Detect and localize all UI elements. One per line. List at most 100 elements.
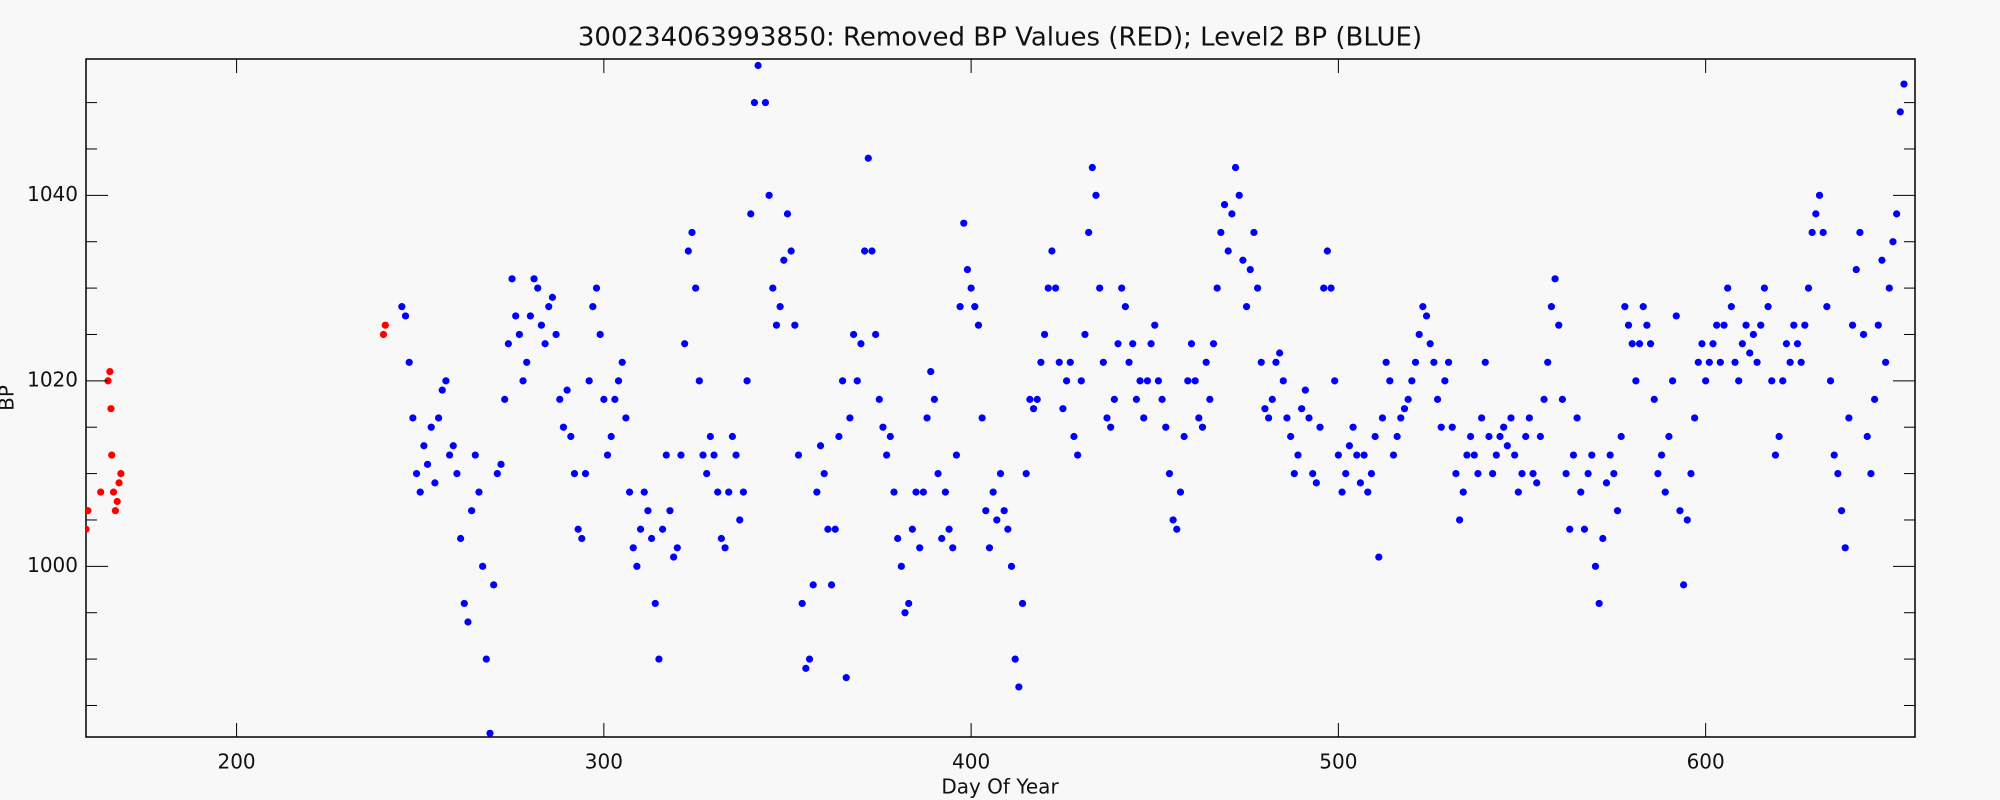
point xyxy=(578,534,586,543)
point xyxy=(1107,423,1115,431)
point xyxy=(1338,488,1346,496)
point xyxy=(1268,395,1276,403)
point xyxy=(1356,479,1365,487)
point xyxy=(633,562,641,570)
point xyxy=(636,525,645,533)
point xyxy=(1837,507,1846,515)
point xyxy=(747,210,755,218)
point xyxy=(1815,191,1824,199)
point xyxy=(1812,210,1820,218)
point xyxy=(743,377,751,385)
point xyxy=(1334,451,1342,459)
point xyxy=(717,534,725,543)
point xyxy=(802,664,810,672)
point xyxy=(592,284,601,292)
point xyxy=(1331,377,1339,385)
point xyxy=(453,469,461,478)
point xyxy=(692,284,700,292)
point xyxy=(864,154,872,162)
point xyxy=(1606,451,1614,459)
point xyxy=(754,61,762,70)
point xyxy=(1261,405,1269,413)
point xyxy=(883,451,891,459)
point xyxy=(1492,451,1500,459)
point xyxy=(1588,451,1596,459)
point xyxy=(1426,340,1434,348)
point xyxy=(1342,469,1350,478)
point xyxy=(662,451,670,459)
point xyxy=(1206,395,1214,403)
point xyxy=(736,516,744,524)
point xyxy=(398,303,406,311)
point xyxy=(618,358,626,366)
point xyxy=(1184,377,1192,385)
x-tick-label: 600 xyxy=(1687,750,1725,774)
point xyxy=(647,534,656,543)
point xyxy=(111,507,119,515)
point xyxy=(791,321,799,329)
point xyxy=(1632,377,1640,385)
point xyxy=(1507,414,1515,422)
point xyxy=(684,247,692,255)
point xyxy=(949,544,957,552)
point xyxy=(1771,451,1780,459)
x-tick-label: 200 xyxy=(217,750,255,774)
y-axis-label: BP xyxy=(0,385,19,411)
point xyxy=(651,599,659,608)
point xyxy=(1246,265,1254,274)
point xyxy=(1459,488,1467,496)
point xyxy=(1830,451,1838,459)
point xyxy=(570,469,579,478)
point xyxy=(853,377,861,385)
point xyxy=(1834,469,1842,478)
point xyxy=(1018,599,1027,608)
point xyxy=(1889,238,1897,246)
point xyxy=(1007,562,1016,570)
point xyxy=(1393,432,1401,441)
point xyxy=(1213,284,1221,292)
point xyxy=(1055,358,1063,366)
point xyxy=(894,534,902,543)
point xyxy=(706,432,714,441)
point xyxy=(1378,414,1387,422)
point xyxy=(956,303,964,311)
point xyxy=(681,340,689,348)
point xyxy=(1474,469,1482,478)
point xyxy=(868,247,876,255)
point xyxy=(1397,414,1405,422)
point xyxy=(659,525,667,533)
point xyxy=(1646,340,1655,348)
point xyxy=(1485,432,1493,441)
x-tick-label: 500 xyxy=(1319,750,1357,774)
point xyxy=(1613,507,1622,515)
point xyxy=(1242,303,1251,311)
point xyxy=(1716,358,1724,366)
point xyxy=(1433,395,1442,403)
point xyxy=(827,581,836,589)
point xyxy=(1496,432,1504,441)
point xyxy=(927,367,935,376)
point xyxy=(1657,451,1666,459)
point xyxy=(1676,507,1684,515)
point xyxy=(1859,330,1868,339)
points-layer xyxy=(86,59,1908,737)
point xyxy=(109,488,118,496)
point xyxy=(1584,469,1592,478)
point xyxy=(1782,340,1791,348)
point xyxy=(468,507,476,515)
point xyxy=(1878,256,1886,264)
point xyxy=(1672,312,1680,320)
point xyxy=(1602,479,1611,487)
point xyxy=(600,395,608,403)
point xyxy=(1173,525,1181,533)
x-tick-label: 300 xyxy=(585,750,623,774)
point xyxy=(1797,358,1805,366)
point xyxy=(1353,451,1361,459)
x-tick-label: 400 xyxy=(952,750,990,774)
point xyxy=(1540,395,1548,403)
point xyxy=(1566,525,1574,533)
point xyxy=(1437,423,1445,431)
point xyxy=(1411,358,1420,366)
point xyxy=(714,488,722,496)
point xyxy=(1757,321,1765,329)
